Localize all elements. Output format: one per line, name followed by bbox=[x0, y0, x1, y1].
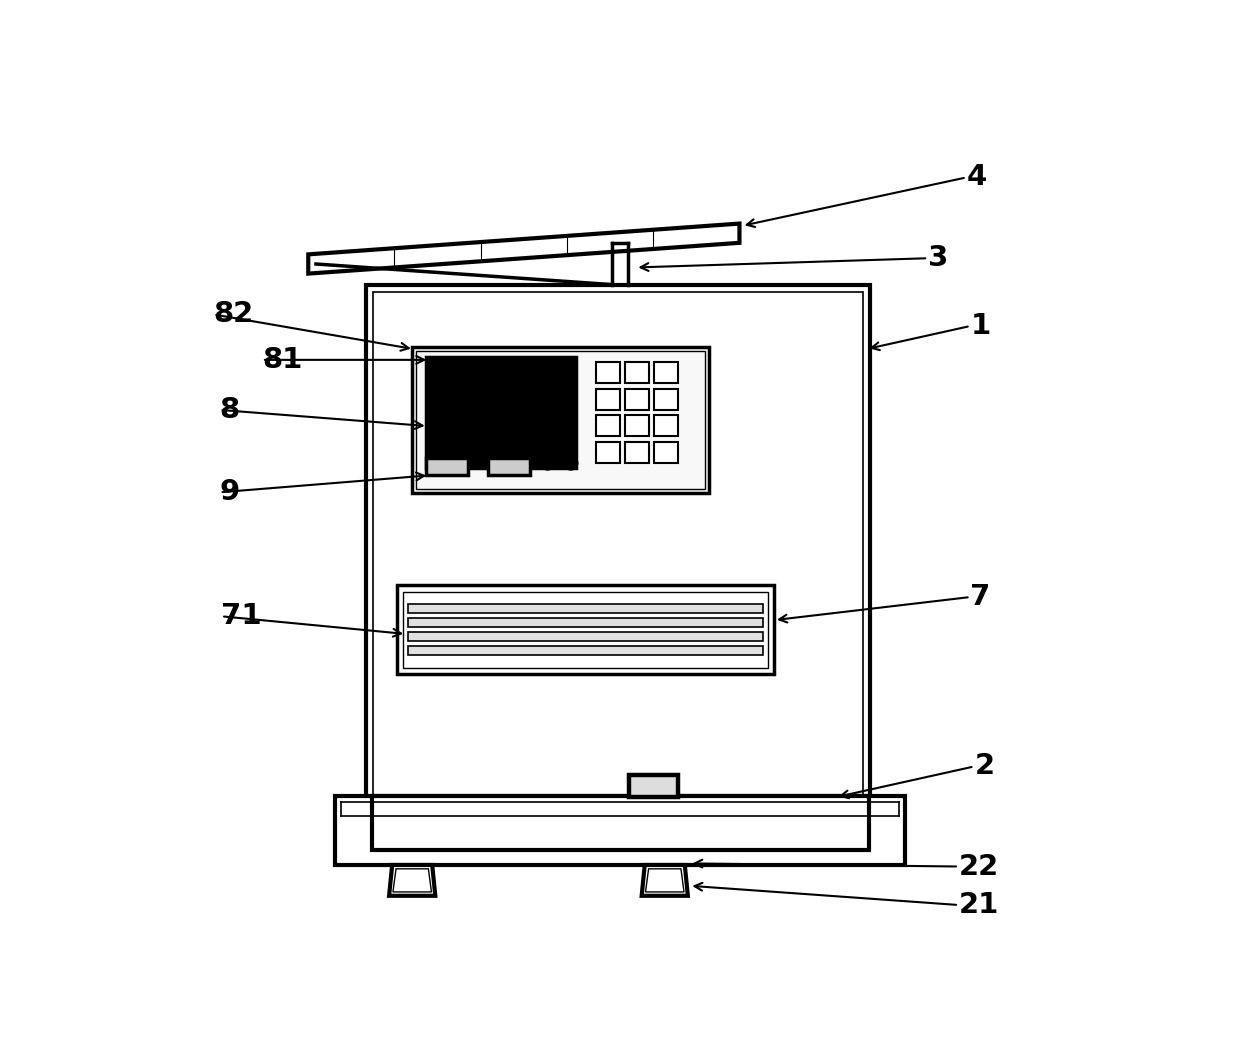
Bar bbox=[655, 415, 678, 436]
Bar bbox=[630, 777, 676, 795]
Bar bbox=[596, 441, 620, 463]
Text: 22: 22 bbox=[959, 853, 999, 881]
Bar bbox=[625, 415, 649, 436]
Bar bbox=[596, 388, 620, 410]
Bar bbox=[408, 604, 764, 613]
Text: 9: 9 bbox=[219, 479, 241, 506]
Bar bbox=[625, 362, 649, 383]
Text: 1: 1 bbox=[971, 312, 991, 340]
Bar bbox=[487, 458, 529, 475]
Text: 71: 71 bbox=[221, 603, 262, 630]
Text: 7: 7 bbox=[971, 584, 991, 611]
Bar bbox=[655, 441, 678, 463]
Polygon shape bbox=[389, 865, 435, 895]
Bar bbox=[655, 388, 678, 410]
Text: 81: 81 bbox=[262, 346, 303, 373]
Bar bbox=[397, 586, 774, 674]
Bar bbox=[373, 292, 863, 805]
Bar bbox=[366, 285, 870, 813]
Bar bbox=[408, 646, 764, 656]
Bar bbox=[403, 592, 768, 667]
Text: 2: 2 bbox=[975, 752, 994, 781]
Text: 8: 8 bbox=[219, 396, 239, 424]
Text: 4: 4 bbox=[967, 163, 987, 191]
Bar bbox=[596, 415, 620, 436]
Bar bbox=[408, 632, 764, 641]
Bar bbox=[627, 775, 678, 797]
Bar bbox=[596, 362, 620, 383]
Polygon shape bbox=[309, 224, 739, 274]
Bar bbox=[372, 796, 869, 850]
Bar bbox=[427, 356, 577, 468]
Circle shape bbox=[541, 456, 554, 470]
Bar bbox=[335, 796, 905, 865]
Circle shape bbox=[564, 456, 578, 470]
Bar bbox=[625, 441, 649, 463]
Polygon shape bbox=[641, 865, 688, 895]
Bar bbox=[625, 388, 649, 410]
Text: 82: 82 bbox=[213, 300, 254, 329]
Bar bbox=[417, 350, 704, 489]
Bar bbox=[408, 619, 764, 627]
Bar bbox=[655, 362, 678, 383]
Bar bbox=[412, 347, 708, 493]
Text: 21: 21 bbox=[959, 891, 999, 919]
Bar bbox=[427, 458, 469, 475]
Text: 3: 3 bbox=[928, 244, 949, 273]
